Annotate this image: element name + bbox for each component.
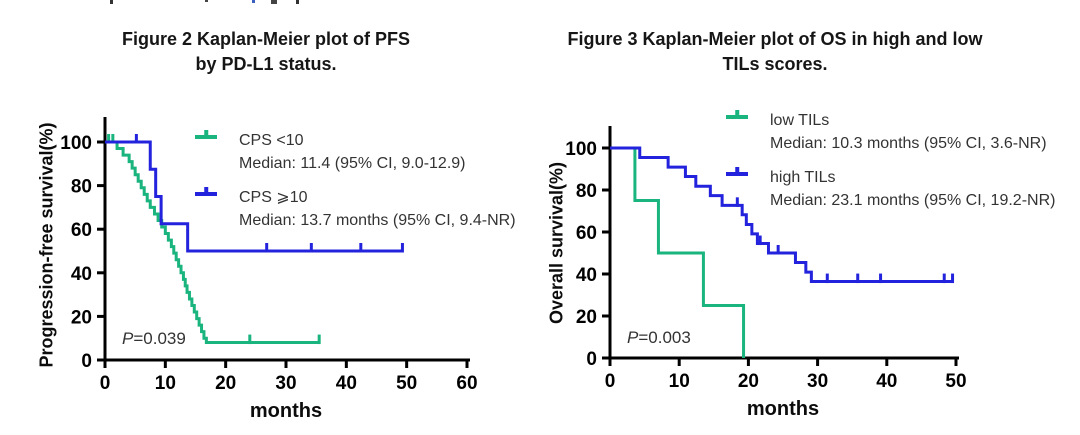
- pvalue-symbol: P: [122, 329, 134, 348]
- pfs-y-axis-label: Progression-free survival(%): [36, 122, 57, 368]
- y-tick-label: 100: [565, 139, 597, 160]
- legend-item-cps-lt10: CPS <10 Median: 11.4 (95% CI, 9.0-12.9): [195, 129, 516, 174]
- pvalue-number: =0.003: [638, 328, 691, 347]
- y-tick-label: 40: [576, 265, 597, 286]
- figure2-title-line2: by PD-L1 status.: [195, 54, 337, 74]
- legend-swatch-cps-ge10: [195, 186, 217, 231]
- figure2-title-line1: Figure 2 Kaplan-Meier plot of PFS: [121, 29, 411, 49]
- x-tick-label: 30: [275, 373, 296, 394]
- figure3-title-line1: Figure 3 Kaplan-Meier plot of OS in high…: [567, 29, 983, 49]
- legend-median-cps-ge10: Median: 13.7 months (95% CI, 9.4-NR): [239, 212, 516, 229]
- legend-swatch-low-tils: [726, 109, 748, 154]
- clipped-text-fragment: [252, 0, 255, 3]
- clipped-text-fragment: [271, 0, 277, 4]
- pfs-legend: CPS <10 Median: 11.4 (95% CI, 9.0-12.9) …: [195, 129, 516, 244]
- y-tick-label: 20: [576, 307, 597, 328]
- legend-item-cps-ge10: CPS ⩾10 Median: 13.7 months (95% CI, 9.4…: [195, 186, 516, 231]
- figure2-title: Figure 2 Kaplan-Meier plot of PFS by PD-…: [86, 27, 446, 77]
- y-tick-label: 60: [576, 223, 597, 244]
- x-tick-label: 10: [155, 373, 176, 394]
- y-tick-label: 40: [71, 264, 92, 285]
- pfs-pvalue: P=0.039: [122, 329, 186, 349]
- km-curve: [610, 146, 953, 284]
- x-tick-label: 50: [396, 373, 417, 394]
- clipped-text-fragment: [205, 0, 208, 2]
- x-tick-label: 60: [456, 373, 477, 394]
- y-tick-label: 100: [60, 133, 92, 154]
- x-tick-label: 40: [336, 373, 357, 394]
- x-tick-label: 50: [945, 371, 966, 392]
- legend-swatch-cps-lt10: [195, 129, 217, 174]
- legend-median-low-tils: Median: 10.3 months (95% CI, 3.6-NR): [770, 135, 1047, 152]
- os-pvalue: P=0.003: [627, 328, 691, 348]
- figure3-title: Figure 3 Kaplan-Meier plot of OS in high…: [555, 27, 995, 77]
- y-tick-label: 0: [586, 349, 597, 370]
- y-tick-label: 0: [81, 351, 92, 372]
- y-tick-label: 80: [71, 177, 92, 198]
- x-tick-label: 10: [669, 371, 690, 392]
- censor-tick-icon: [735, 109, 739, 119]
- legend-label-low-tils: low TILs: [770, 112, 830, 129]
- legend-median-high-tils: Median: 23.1 months (95% CI, 19.2-NR): [770, 192, 1056, 209]
- x-tick-label: 20: [738, 371, 759, 392]
- pvalue-number: =0.039: [133, 329, 186, 348]
- clipped-text-fragment: [296, 0, 299, 4]
- y-tick-label: 20: [71, 307, 92, 328]
- y-tick-label: 60: [71, 220, 92, 241]
- legend-label-cps-ge10: CPS ⩾10: [239, 189, 308, 206]
- x-tick-label: 20: [215, 373, 236, 394]
- km-line-swatch: [195, 129, 217, 139]
- figure3-title-line2: TILs scores.: [722, 54, 828, 74]
- km-curve: [105, 140, 320, 345]
- legend-label-high-tils: high TILs: [770, 169, 836, 186]
- pfs-x-axis-label: months: [249, 400, 323, 422]
- censor-tick-icon: [204, 186, 208, 196]
- censor-tick-icon: [735, 166, 739, 176]
- legend-swatch-high-tils: [726, 166, 748, 211]
- x-tick-label: 0: [100, 373, 111, 394]
- legend-median-cps-lt10: Median: 11.4 (95% CI, 9.0-12.9): [239, 155, 466, 172]
- x-tick-label: 30: [807, 371, 828, 392]
- os-legend: low TILs Median: 10.3 months (95% CI, 3.…: [726, 109, 1056, 224]
- y-tick-label: 80: [576, 181, 597, 202]
- os-y-axis-label: Overall survival(%): [546, 161, 567, 325]
- km-curve: [105, 140, 403, 253]
- censor-tick-icon: [204, 129, 208, 139]
- km-curve: [610, 146, 746, 358]
- km-line-swatch: [726, 109, 748, 119]
- x-tick-label: 0: [605, 371, 616, 392]
- pvalue-symbol: P: [627, 328, 639, 347]
- km-line-swatch: [726, 166, 748, 176]
- legend-item-high-tils: high TILs Median: 23.1 months (95% CI, 1…: [726, 166, 1056, 211]
- os-x-axis-label: months: [746, 398, 820, 420]
- clipped-text-fragment: [110, 0, 113, 4]
- legend-item-low-tils: low TILs Median: 10.3 months (95% CI, 3.…: [726, 109, 1055, 154]
- km-line-swatch: [195, 186, 217, 196]
- legend-label-cps-lt10: CPS <10: [239, 132, 304, 149]
- x-tick-label: 40: [876, 371, 897, 392]
